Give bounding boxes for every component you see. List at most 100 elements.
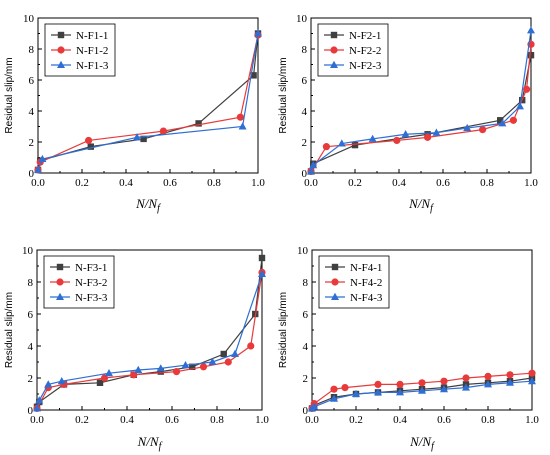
data-point bbox=[322, 143, 330, 151]
x-tick-label: 0.6 bbox=[437, 414, 451, 426]
x-tick-label: 1.0 bbox=[525, 414, 539, 426]
data-point bbox=[497, 117, 504, 124]
chart-panel-1: 0.0 0.2 0.4 0.6 0.8 1.0 0 2 4 6 8 10 Residual slip/m… bbox=[4, 13, 265, 214]
series-N-F4-3 bbox=[308, 377, 536, 412]
legend-label: N-F2-3 bbox=[349, 60, 382, 72]
y-tick-label: 8 bbox=[29, 44, 35, 56]
legend-marker bbox=[56, 292, 64, 300]
legend-label: N-F1-2 bbox=[76, 45, 108, 57]
data-point bbox=[236, 113, 244, 121]
data-point bbox=[157, 368, 164, 375]
x-tick-label: 1.0 bbox=[255, 414, 269, 426]
series-line bbox=[311, 372, 533, 409]
data-point bbox=[208, 357, 217, 365]
x-axis-title: N/Nf bbox=[137, 434, 163, 452]
legend-label: N-F2-1 bbox=[349, 30, 381, 42]
y-tick-label: 2 bbox=[28, 373, 34, 385]
y-tick-label: 0 bbox=[303, 405, 309, 417]
x-tick-label: 0.4 bbox=[392, 177, 406, 189]
data-point bbox=[506, 378, 514, 386]
x-tick-label: 0.4 bbox=[120, 414, 134, 426]
data-point bbox=[418, 379, 426, 387]
data-point bbox=[133, 133, 141, 141]
legend-marker bbox=[57, 31, 65, 39]
x-tick-label: 0.0 bbox=[30, 414, 44, 426]
x-axis-title: N/Nf bbox=[408, 196, 434, 214]
x-tick-label: 0.6 bbox=[165, 414, 179, 426]
data-point bbox=[341, 384, 349, 392]
data-point bbox=[462, 383, 470, 391]
data-point bbox=[35, 396, 44, 404]
data-point bbox=[57, 377, 66, 385]
data-point bbox=[330, 385, 338, 393]
data-point bbox=[527, 52, 535, 59]
data-point bbox=[220, 350, 227, 358]
data-point bbox=[307, 167, 315, 175]
series-line bbox=[311, 380, 533, 409]
data-point bbox=[374, 388, 382, 396]
x-tick-label: 0.2 bbox=[349, 414, 363, 426]
legend-marker bbox=[330, 60, 338, 68]
legend-marker bbox=[56, 263, 64, 271]
data-point bbox=[44, 380, 53, 388]
data-point bbox=[396, 388, 404, 396]
data-point bbox=[34, 165, 42, 173]
data-point bbox=[440, 385, 448, 393]
x-tick-label: 0.4 bbox=[119, 177, 133, 189]
y-tick-label: 4 bbox=[302, 106, 308, 118]
x-axis-title: N/Nf bbox=[135, 196, 161, 214]
data-point bbox=[231, 349, 239, 357]
y-tick-label: 6 bbox=[29, 75, 35, 87]
data-point bbox=[156, 364, 165, 372]
y-tick-label: 4 bbox=[29, 106, 35, 118]
y-tick-label: 4 bbox=[303, 341, 309, 353]
data-point bbox=[337, 139, 346, 147]
series-N-F3-3 bbox=[33, 269, 266, 412]
series-line bbox=[311, 377, 533, 409]
legend-marker bbox=[331, 278, 339, 286]
y-tick-label: 10 bbox=[23, 13, 35, 25]
y-tick-label: 10 bbox=[297, 245, 309, 257]
x-tick-label: 0.8 bbox=[207, 177, 221, 189]
data-point bbox=[516, 102, 524, 110]
data-point bbox=[484, 380, 492, 388]
series-N-F2-3 bbox=[307, 26, 535, 175]
legend-label: N-F4-3 bbox=[350, 292, 383, 304]
x-tick-label: 0.6 bbox=[436, 177, 450, 189]
y-tick-label: 0 bbox=[28, 405, 34, 417]
data-point bbox=[506, 371, 514, 379]
data-point bbox=[498, 119, 507, 127]
y-tick-label: 6 bbox=[303, 309, 309, 321]
legend-marker bbox=[56, 278, 64, 286]
x-tick-label: 1.0 bbox=[524, 177, 538, 189]
chart-panel-3: 0.0 0.2 0.4 0.6 0.8 1.0 0 2 4 6 8 10 Residual slip/m… bbox=[4, 245, 269, 452]
y-axis-title: Residual slip/mm bbox=[278, 57, 289, 133]
data-point bbox=[396, 380, 404, 388]
data-point bbox=[224, 358, 232, 366]
data-point bbox=[330, 394, 338, 402]
data-point bbox=[393, 136, 401, 145]
legend-label: N-F3-3 bbox=[75, 292, 108, 304]
data-point bbox=[523, 85, 531, 93]
x-tick-label: 0.2 bbox=[348, 177, 362, 189]
legend-marker bbox=[331, 292, 339, 300]
x-tick-label: 0.0 bbox=[304, 177, 318, 189]
y-tick-label: 8 bbox=[28, 277, 34, 289]
data-point bbox=[254, 29, 262, 37]
data-point bbox=[440, 377, 448, 385]
y-axis-title: Residual slip/mm bbox=[4, 292, 15, 368]
data-point bbox=[189, 363, 196, 370]
y-axis-title: Residual slip/mm bbox=[278, 292, 289, 368]
data-point bbox=[309, 161, 318, 169]
data-point bbox=[352, 389, 360, 397]
data-point bbox=[96, 379, 104, 386]
x-tick-label: 0.6 bbox=[163, 177, 177, 189]
legend-marker bbox=[330, 31, 338, 39]
x-tick-label: 0.8 bbox=[480, 177, 494, 189]
y-tick-label: 10 bbox=[22, 245, 34, 257]
legend: N-F4-1 N-F4-2 N-F4-3 bbox=[318, 255, 390, 309]
data-point bbox=[85, 136, 93, 145]
legend-label: N-F4-1 bbox=[350, 262, 382, 274]
y-tick-label: 6 bbox=[302, 75, 308, 87]
y-axis-title: Residual slip/mm bbox=[4, 57, 15, 133]
